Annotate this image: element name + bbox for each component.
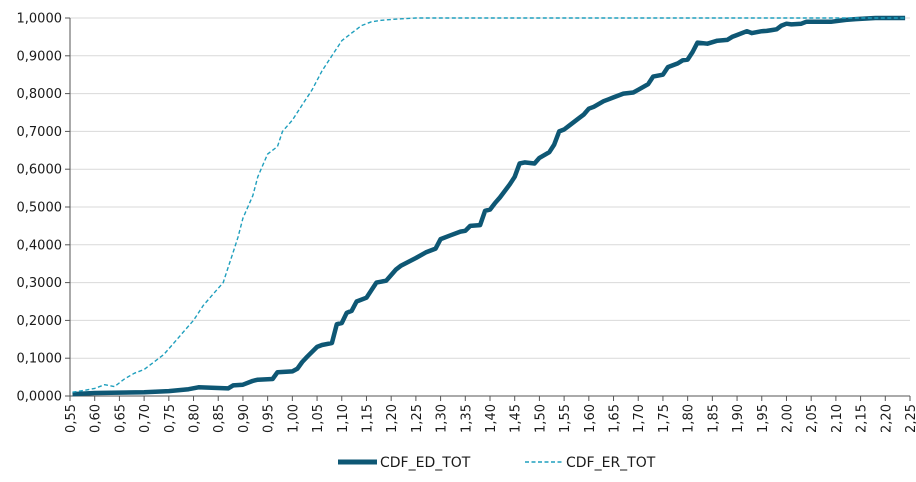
x-tick-label: 0,75	[163, 404, 178, 433]
series-lines	[72, 15, 906, 397]
y-tick-label: 0,7000	[17, 125, 63, 140]
y-tick-label: 0,6000	[17, 163, 63, 178]
x-tick-label: 1,70	[632, 404, 647, 433]
x-tick-label: 1,15	[360, 404, 375, 433]
x-tick-label: 2,15	[855, 404, 870, 433]
x-tick-label: 1,00	[286, 404, 301, 433]
x-tick-label: 1,65	[608, 404, 623, 433]
legend-label-cdf-ed-tot: CDF_ED_TOT	[380, 455, 471, 471]
x-tick-label: 0,95	[262, 404, 277, 433]
x-tick-label: 2,20	[879, 404, 894, 433]
x-tick-label: 1,35	[459, 404, 474, 433]
x-tick-label: 2,05	[805, 404, 820, 433]
y-tick-label: 0,8000	[17, 87, 63, 102]
x-tick-label: 1,50	[533, 404, 548, 433]
legend-label-cdf-er-tot: CDF_ER_TOT	[566, 455, 656, 471]
x-tick-label: 0,90	[237, 404, 252, 433]
x-tick-label: 1,60	[583, 404, 598, 433]
x-tick-label: 0,55	[64, 404, 79, 433]
x-tick-label: 1,45	[509, 404, 524, 433]
x-tick-label: 1,85	[706, 404, 721, 433]
x-tick-label: 1,75	[657, 404, 672, 433]
x-tick-label: 0,60	[89, 404, 104, 433]
gridlines	[70, 17, 910, 359]
x-tick-labels: 0,55 0,60 0,65 0,70 0,75 0,80 0,85 0,90 0,95 1,00…	[64, 404, 916, 433]
y-tick-label: 1,0000	[17, 12, 63, 27]
x-tick-label: 1,90	[731, 404, 746, 433]
x-tick-label: 1,30	[435, 404, 450, 433]
x-tick-label: 1,25	[410, 404, 425, 433]
x-tick-label: 1,05	[311, 404, 326, 433]
y-tick-label: 0,5000	[17, 201, 63, 216]
x-tick-label: 1,10	[336, 404, 351, 433]
x-tick-label: 1,80	[682, 404, 697, 433]
x-tick-label: 1,55	[558, 404, 573, 433]
x-tick-label: 1,95	[756, 404, 771, 433]
x-tick-label: 0,65	[113, 404, 128, 433]
x-tick-label: 0,85	[212, 404, 227, 433]
x-tick-label: 2,25	[904, 404, 916, 433]
x-tick-label: 0,80	[188, 404, 203, 433]
x-tick-label: 1,20	[385, 404, 400, 433]
x-tick-label: 2,00	[780, 404, 795, 433]
y-tick-label: 0,3000	[17, 276, 63, 291]
series-line-cdf-ed-tot	[72, 15, 906, 397]
x-tick-label: 0,70	[138, 404, 153, 433]
series-line-cdf-er-tot	[72, 17, 906, 393]
legend: CDF_ED_TOT CDF_ER_TOT	[338, 455, 656, 471]
y-tick-label: 0,2000	[17, 314, 63, 329]
x-tick-label: 1,40	[484, 404, 499, 433]
y-tick-labels: 0,0000 0,1000 0,2000 0,3000 0,4000 0,5000 0,60…	[17, 12, 63, 405]
axes	[65, 17, 911, 401]
y-tick-label: 0,9000	[17, 49, 63, 64]
y-tick-label: 0,1000	[17, 352, 63, 367]
x-tick-label: 2,10	[830, 404, 845, 433]
y-tick-label: 0,4000	[17, 238, 63, 253]
y-tick-label: 0,0000	[17, 390, 63, 405]
